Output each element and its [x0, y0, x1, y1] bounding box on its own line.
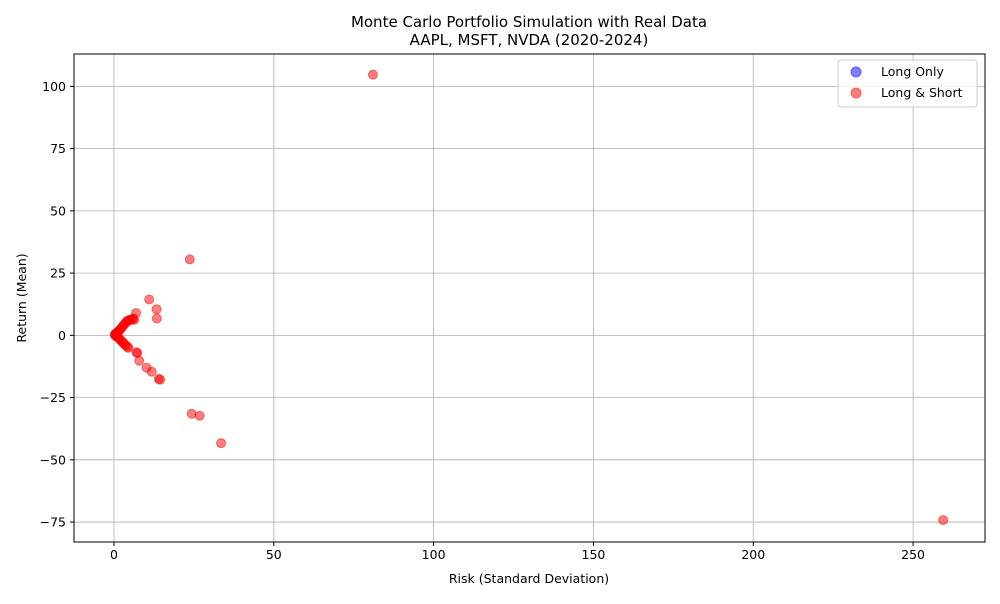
grid-lines [74, 54, 985, 542]
y-tick-label: 50 [50, 203, 66, 218]
data-point [144, 294, 155, 305]
y-tick-label: 0 [58, 328, 66, 343]
legend-label-long-only: Long Only [881, 64, 944, 79]
x-axis-ticks: 0 50 100 150 200 250 [110, 542, 925, 562]
data-point [123, 342, 134, 353]
x-tick-label: 200 [741, 547, 765, 562]
legend-marker-long-only [850, 66, 862, 78]
chart-subtitle: AAPL, MSFT, NVDA (2020-2024) [410, 31, 649, 49]
data-point [367, 69, 378, 80]
data-point [216, 438, 227, 449]
y-tick-label: −75 [40, 515, 66, 530]
data-point [938, 515, 949, 526]
x-tick-label: 50 [266, 547, 282, 562]
legend-box [837, 59, 978, 108]
chart-title: Monte Carlo Portfolio Simulation with Re… [351, 13, 707, 31]
y-tick-label: 25 [50, 266, 66, 281]
y-tick-label: 75 [50, 141, 66, 156]
data-point [184, 254, 195, 265]
data-point [154, 374, 165, 385]
y-axis-ticks: −75 −50 −25 0 25 50 75 100 [40, 79, 74, 530]
y-tick-label: −25 [40, 390, 66, 405]
series-long-short [109, 69, 949, 526]
data-point [151, 304, 162, 315]
y-tick-label: 100 [42, 79, 66, 94]
data-point [131, 307, 142, 318]
x-tick-label: 250 [901, 547, 925, 562]
data-point [146, 366, 157, 377]
legend: Long Only Long & Short [837, 59, 978, 108]
legend-label-long-short: Long & Short [881, 85, 963, 100]
x-tick-label: 100 [422, 547, 446, 562]
data-points [109, 69, 949, 526]
x-axis-label: Risk (Standard Deviation) [449, 571, 609, 586]
data-point [151, 313, 162, 324]
legend-marker-long-short [850, 87, 862, 99]
x-tick-label: 150 [582, 547, 606, 562]
x-tick-label: 0 [110, 547, 118, 562]
y-axis-label: Return (Mean) [14, 253, 29, 342]
data-point [134, 355, 145, 366]
plot-area-frame [73, 53, 986, 543]
y-tick-label: −50 [40, 452, 66, 467]
data-point [194, 410, 205, 421]
